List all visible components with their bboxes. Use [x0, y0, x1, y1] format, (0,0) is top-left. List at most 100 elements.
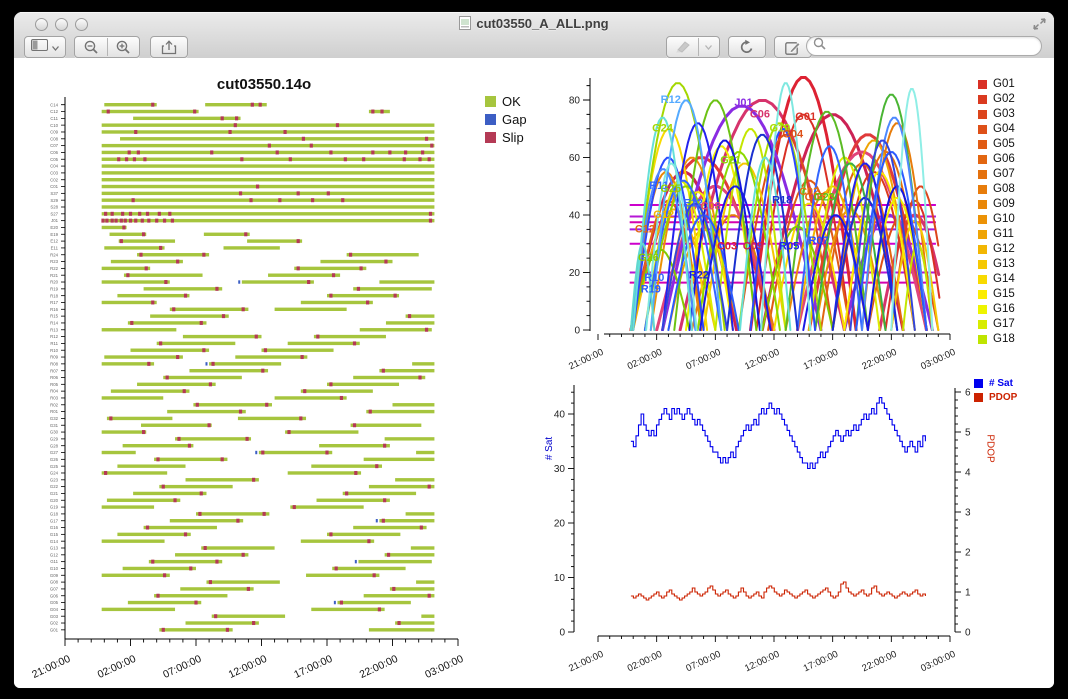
svg-text:R04: R04: [50, 389, 58, 394]
legend-swatch: [978, 334, 987, 344]
svg-text:C12: C12: [635, 223, 655, 235]
highlight-button[interactable]: [668, 37, 698, 57]
svg-text:G04: G04: [50, 607, 59, 612]
svg-text:R06: R06: [50, 375, 58, 380]
minimize-button[interactable]: [55, 18, 68, 31]
svg-text:03:00:00: 03:00:00: [423, 653, 465, 681]
zoom-in-icon: [116, 40, 130, 54]
svg-text:5: 5: [965, 428, 971, 439]
search-field[interactable]: [806, 36, 1042, 56]
search-input[interactable]: [826, 39, 1020, 53]
sidebar-view-icon: [31, 38, 48, 56]
legend-item: G01: [978, 78, 1015, 90]
svg-text:J01: J01: [51, 218, 59, 223]
svg-text:G18: G18: [50, 512, 59, 517]
svg-text:07:00:00: 07:00:00: [684, 649, 722, 675]
legend-item: Slip: [485, 130, 527, 145]
close-button[interactable]: [35, 18, 48, 31]
svg-text:G08: G08: [50, 580, 59, 585]
highlight-menu-button[interactable]: [699, 37, 719, 57]
legend-swatch: [978, 109, 987, 119]
svg-text:R10: R10: [50, 348, 58, 353]
svg-text:R20: R20: [50, 280, 58, 285]
rotate-button[interactable]: [728, 36, 766, 58]
plots-image: C14C12C11C10C09C08C07C06C05C04C03C02C01S…: [30, 76, 971, 681]
svg-text:R16: R16: [50, 307, 58, 312]
legend-swatch: [978, 199, 987, 209]
svg-text:4: 4: [965, 468, 971, 479]
legend-item: G14: [978, 273, 1015, 285]
svg-text:R12: R12: [661, 94, 681, 106]
obs-legend: OK Gap Slip: [485, 94, 527, 148]
svg-text:0: 0: [574, 326, 580, 337]
svg-text:R14: R14: [50, 321, 58, 326]
zoom-out-button[interactable]: [76, 37, 107, 57]
legend-item: G02: [978, 93, 1015, 105]
share-icon: [161, 39, 177, 54]
legend-swatch: [974, 379, 983, 388]
svg-text:E12: E12: [683, 197, 703, 209]
svg-text:G12: G12: [653, 209, 674, 221]
legend-item: Gap: [485, 112, 527, 127]
fullscreen-icon[interactable]: [1032, 17, 1046, 35]
legend-swatch: [978, 319, 987, 329]
svg-text:G21: G21: [50, 491, 59, 496]
svg-text:G10: G10: [50, 566, 59, 571]
svg-text:S29: S29: [50, 198, 58, 203]
legend-label: G06: [993, 153, 1015, 165]
legend-swatch: [485, 114, 496, 125]
svg-text:0: 0: [965, 628, 971, 639]
svg-text:C11: C11: [50, 116, 58, 121]
svg-text:G04: G04: [782, 128, 804, 140]
legend-swatch: [978, 169, 987, 179]
legend-label: G18: [993, 333, 1015, 345]
svg-text:G26: G26: [638, 252, 659, 264]
view-menu-button[interactable]: [24, 36, 66, 58]
chevron-down-icon: [52, 38, 59, 56]
svg-text:03:00:00: 03:00:00: [919, 347, 957, 373]
svg-text:G24: G24: [652, 123, 674, 135]
svg-text:R19: R19: [50, 286, 58, 291]
preview-window: cut03550_A_ALL.png cu: [14, 12, 1054, 688]
elevation-chart: 0 20 40 60 80 21:00:00 02:00:00 07:00:00 12:00:0…: [567, 76, 957, 373]
svg-text:G01: G01: [50, 627, 59, 632]
svg-text:C06: C06: [50, 150, 58, 155]
zoom-in-button[interactable]: [108, 37, 139, 57]
zoom-window-button[interactable]: [75, 18, 88, 31]
svg-text:R21: R21: [50, 273, 58, 278]
svg-text:R02: R02: [50, 402, 58, 407]
svg-text:30: 30: [554, 464, 566, 475]
svg-text:C09: C09: [50, 130, 58, 135]
svg-text:R09: R09: [50, 355, 58, 360]
markup-button[interactable]: [774, 36, 812, 58]
legend-item: G04: [978, 123, 1015, 135]
svg-text:R22: R22: [689, 269, 709, 281]
legend-label: G17: [993, 318, 1015, 330]
legend-label: G09: [993, 198, 1015, 210]
zoom-out-icon: [84, 40, 98, 54]
svg-text:03:00:00: 03:00:00: [919, 649, 957, 675]
svg-text:G14: G14: [50, 539, 59, 544]
legend-swatch: [978, 244, 987, 254]
svg-text:C09: C09: [743, 241, 763, 253]
svg-text:80: 80: [569, 96, 581, 107]
svg-text:G24: G24: [50, 471, 59, 476]
svg-text:S27: S27: [50, 211, 58, 216]
legend-swatch: [978, 94, 987, 104]
svg-text:G05: G05: [50, 600, 59, 605]
svg-text:S28: S28: [50, 205, 58, 210]
legend-label: Slip: [502, 130, 524, 145]
svg-text:G11: G11: [50, 559, 58, 564]
legend-label: G16: [993, 303, 1015, 315]
share-button[interactable]: [150, 36, 188, 58]
svg-text:G17: G17: [50, 518, 59, 523]
svg-text:R01: R01: [50, 409, 58, 414]
svg-text:07:00:00: 07:00:00: [684, 347, 722, 373]
svg-text:21:00:00: 21:00:00: [567, 649, 605, 675]
chevron-down-icon: [705, 44, 712, 50]
svg-text:G03: G03: [50, 614, 59, 619]
legend-label: G12: [993, 243, 1015, 255]
legend-label: G01: [993, 78, 1015, 90]
svg-text:G19: G19: [769, 123, 790, 135]
